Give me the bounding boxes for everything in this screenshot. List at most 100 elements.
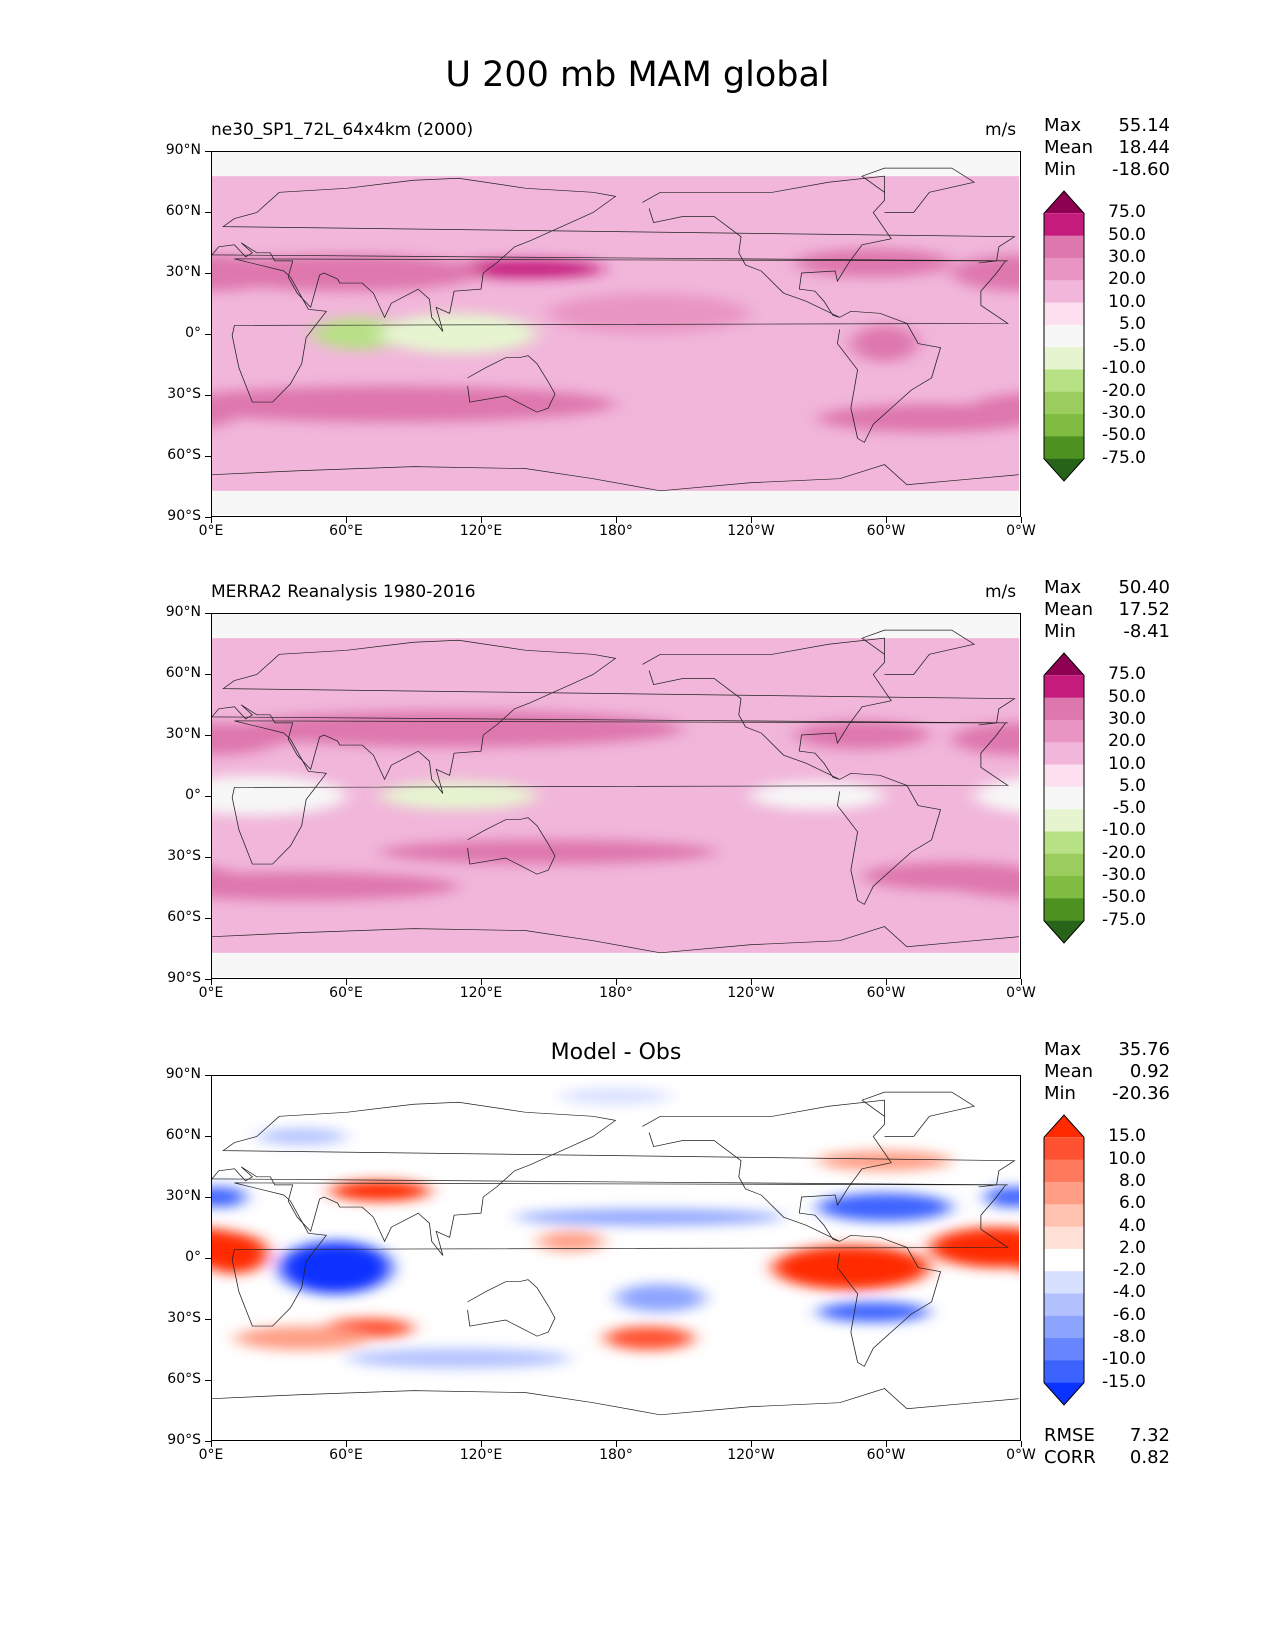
diff-field-12 [985, 1186, 1019, 1208]
diff-field-11 [212, 1186, 246, 1208]
diff-stat-mean-label: Mean [1044, 1061, 1094, 1082]
model-field-4-wrap [951, 254, 1019, 292]
diff-lat-tickmark-4 [205, 1319, 211, 1320]
model-colorbar-swatch-7 [1044, 347, 1084, 370]
model-colorbar-swatch-8 [1044, 369, 1084, 393]
model-field-3 [794, 248, 952, 278]
model-stats: Max 55.14 Mean 18.44 Min -18.60 [1044, 115, 1170, 181]
model-lat-tick-2: 30°N [165, 264, 201, 280]
diff-field-8 [817, 1192, 952, 1222]
obs-colorbar-swatch-3 [1044, 719, 1084, 743]
diff-colorbar-label-3: 6.0 [1118, 1193, 1146, 1214]
model-lon-tickmark-2 [481, 517, 482, 523]
diff-colorbar-label-10: -10.0 [1102, 1349, 1146, 1370]
obs-lat-tickmark-0 [205, 613, 211, 614]
obs-stat-min-label: Min [1044, 621, 1076, 642]
model-lon-tick-6: 0°W [1006, 523, 1036, 539]
obs-lon-tickmark-3 [616, 979, 617, 985]
diff-lon-tick-2: 120°E [459, 1447, 503, 1463]
model-lat-tick-1: 60°N [165, 203, 201, 219]
obs-field-1-wrap [951, 722, 1019, 756]
model-stat-mean: Mean 18.44 [1044, 137, 1170, 159]
obs-lon-tickmark-0 [211, 979, 212, 985]
model-lat-tickmark-3 [205, 334, 211, 335]
diff-lat-tickmark-2 [205, 1197, 211, 1198]
obs-lat-tick-4: 30°S [167, 848, 201, 864]
diff-colorbar-label-2: 8.0 [1118, 1170, 1146, 1191]
diff-colorbar-label-5: 2.0 [1118, 1237, 1146, 1258]
diff-colorbar-label-8: -6.0 [1112, 1304, 1146, 1325]
diff-metric-rmse: RMSE 7.32 [1044, 1425, 1170, 1447]
obs-coastline-4 [467, 817, 556, 875]
diff-lon-tickmark-2 [481, 1441, 482, 1447]
diff-lon-tick-3: 180° [599, 1447, 633, 1463]
obs-stat-mean: Mean 17.52 [1044, 599, 1170, 621]
model-colorbar-swatch-12 [1044, 458, 1084, 481]
diff-lat-tick-0: 90°N [165, 1066, 201, 1082]
diff-colorbar-swatch-8 [1044, 1293, 1084, 1317]
diff-field-10 [514, 1209, 784, 1226]
model-colorbar-label-9: -30.0 [1102, 403, 1146, 424]
model-colorbar-swatch-1 [1044, 213, 1084, 237]
diff-metric-corr-value: 0.82 [1129, 1447, 1170, 1468]
diff-metric-rmse-label: RMSE [1044, 1425, 1095, 1446]
obs-field-6-wrap [212, 866, 235, 886]
model-colorbar-swatch-5 [1044, 302, 1084, 326]
diff-colorbar-label-6: -2.0 [1112, 1260, 1146, 1281]
model-field-7 [817, 404, 1019, 433]
diff-coastline-2 [642, 1099, 892, 1242]
model-lon-tick-4: 120°W [727, 523, 775, 539]
obs-field-5 [212, 872, 459, 901]
obs-colorbar [1043, 652, 1085, 944]
diff-field-18 [559, 1088, 672, 1105]
obs-field-9-wrap [974, 778, 1019, 813]
diff-lat-tickmark-3 [205, 1258, 211, 1259]
diff-lon-tick-0: 0°E [198, 1447, 224, 1463]
model-lon-tick-1: 60°E [329, 523, 363, 539]
obs-colorbar-swatch-12 [1044, 920, 1084, 943]
diff-lon-tickmark-6 [1021, 1441, 1022, 1447]
diff-stat-min-value: -20.36 [1111, 1083, 1170, 1104]
obs-map [211, 613, 1021, 979]
model-coastline-2 [642, 175, 892, 318]
diff-colorbar-label-4: 4.0 [1118, 1215, 1146, 1236]
obs-colorbar-outline [1043, 652, 1085, 944]
diff-field-14 [817, 1150, 952, 1171]
model-colorbar-outline [1043, 190, 1085, 482]
obs-colorbar-label-5: 5.0 [1118, 775, 1146, 796]
model-colorbar-label-10: -50.0 [1102, 425, 1146, 446]
model-colorbar-label-5: 5.0 [1118, 313, 1146, 334]
model-colorbar-label-4: 10.0 [1108, 291, 1146, 312]
diff-map-svg [212, 1076, 1019, 1439]
diff-field-7 [279, 1241, 392, 1294]
diff-lat-tick-3: 0° [185, 1249, 201, 1265]
model-field-4 [212, 254, 280, 292]
obs-lon-tick-0: 0°E [198, 985, 224, 1001]
model-coastline-6 [212, 464, 1019, 492]
diff-field-2 [212, 1233, 269, 1274]
obs-lat-tick-2: 30°N [165, 726, 201, 742]
diff-colorbar-swatch-1 [1044, 1137, 1084, 1161]
obs-field-9 [212, 775, 347, 816]
diff-lat-tickmark-5 [205, 1380, 211, 1381]
obs-colorbar-label-3: 20.0 [1108, 731, 1146, 752]
diff-field-2-wrap [1007, 1238, 1019, 1269]
model-lon-tickmark-5 [886, 517, 887, 523]
diff-stats: Max 35.76 Mean 0.92 Min -20.36 [1044, 1039, 1170, 1105]
model-field-5 [850, 325, 919, 362]
model-map-svg [212, 152, 1019, 515]
diff-field-0 [772, 1245, 930, 1290]
model-colorbar-label-11: -75.0 [1102, 447, 1146, 468]
diff-colorbar-swatch-2 [1044, 1159, 1084, 1183]
diff-lat-tick-6: 90°S [167, 1432, 201, 1448]
obs-colorbar-label-8: -20.0 [1102, 842, 1146, 863]
obs-lat-tickmark-4 [205, 857, 211, 858]
diff-coastline-0 [231, 1182, 1009, 1327]
diff-colorbar-swatch-3 [1044, 1181, 1084, 1205]
model-field-0 [447, 259, 605, 279]
diff-lat-tickmark-1 [205, 1136, 211, 1137]
model-lon-tickmark-1 [346, 517, 347, 523]
model-stat-mean-value: 18.44 [1118, 137, 1170, 158]
obs-lon-tickmark-4 [751, 979, 752, 985]
model-colorbar-swatch-6 [1044, 324, 1084, 348]
